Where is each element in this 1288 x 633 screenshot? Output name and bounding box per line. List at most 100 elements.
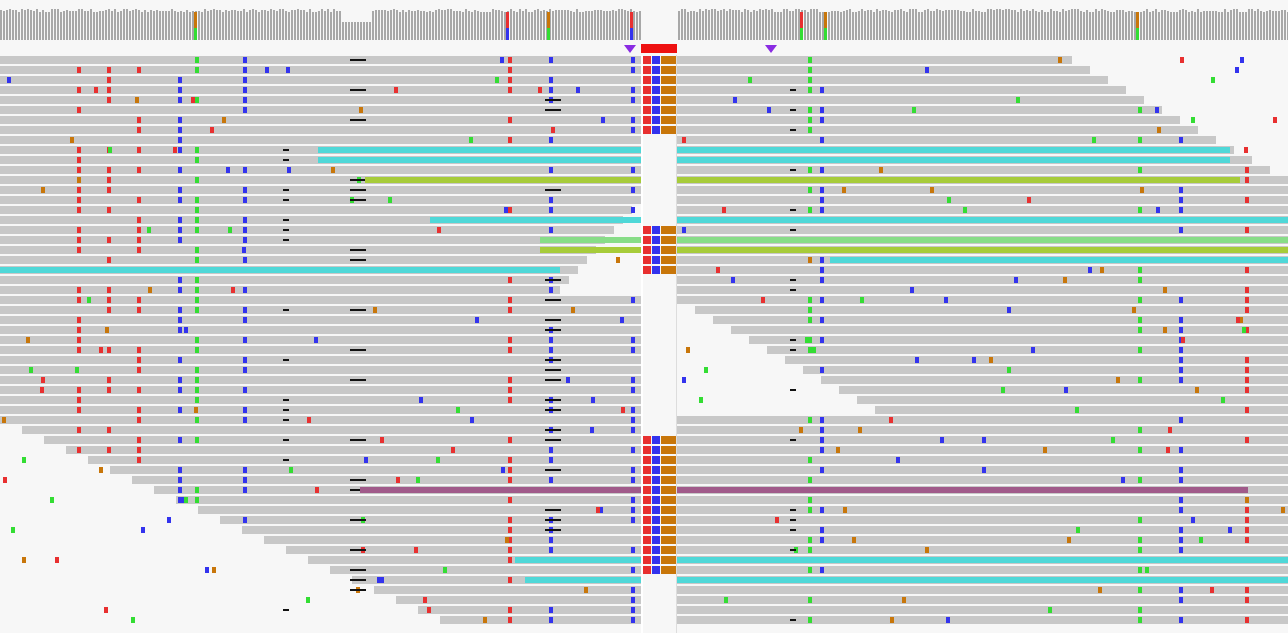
coverage-bar bbox=[564, 10, 566, 40]
coverage-bar bbox=[210, 10, 212, 40]
read bbox=[749, 336, 1288, 344]
base-mismatch bbox=[222, 117, 226, 123]
read bbox=[875, 406, 1288, 414]
coverage-bar bbox=[978, 11, 980, 40]
base-mismatch bbox=[1191, 517, 1195, 523]
coverage-bar bbox=[1002, 10, 1004, 40]
base-mismatch bbox=[77, 317, 81, 323]
coverage-bar bbox=[78, 9, 80, 40]
base-mismatch bbox=[805, 337, 809, 343]
base-mismatch bbox=[643, 56, 651, 64]
coverage-bar bbox=[9, 9, 11, 40]
base-mismatch bbox=[1239, 317, 1243, 323]
base-mismatch bbox=[808, 57, 812, 63]
base-mismatch bbox=[1138, 277, 1142, 283]
base-mismatch bbox=[243, 107, 247, 113]
coverage-bar bbox=[231, 10, 233, 40]
base-mismatch bbox=[243, 517, 247, 523]
base-mismatch bbox=[1281, 507, 1285, 513]
coverage-bar bbox=[780, 12, 782, 40]
coverage-bar bbox=[1059, 12, 1061, 40]
base-mismatch bbox=[107, 427, 111, 433]
base-mismatch bbox=[173, 147, 177, 153]
coverage-bar bbox=[504, 12, 506, 40]
base-mismatch bbox=[107, 77, 111, 83]
coverage-bar bbox=[321, 9, 323, 40]
read bbox=[677, 606, 1288, 614]
base-mismatch bbox=[661, 96, 677, 104]
alignment-track[interactable] bbox=[0, 55, 1288, 633]
base-mismatch bbox=[1245, 407, 1249, 413]
base-mismatch bbox=[178, 97, 182, 103]
paired-read bbox=[677, 577, 1288, 583]
base-mismatch bbox=[1245, 177, 1249, 183]
base-mismatch bbox=[631, 587, 635, 593]
coverage-bar bbox=[534, 10, 536, 40]
coverage-bar bbox=[297, 9, 299, 40]
base-mismatch bbox=[195, 337, 199, 343]
read bbox=[677, 526, 1288, 534]
base-mismatch bbox=[210, 127, 214, 133]
coverage-bar bbox=[1239, 12, 1241, 40]
base-mismatch bbox=[195, 307, 199, 313]
coverage-bar bbox=[528, 12, 530, 40]
base-mismatch bbox=[596, 507, 600, 513]
base-mismatch bbox=[616, 257, 620, 263]
coverage-bar bbox=[237, 11, 239, 40]
coverage-bar bbox=[1218, 12, 1220, 40]
coverage-bar bbox=[993, 10, 995, 40]
coverage-bar bbox=[339, 11, 341, 40]
base-mismatch bbox=[643, 516, 651, 524]
read bbox=[0, 126, 641, 134]
read bbox=[0, 346, 641, 354]
base-mismatch bbox=[243, 367, 247, 373]
coverage-bar bbox=[57, 9, 59, 40]
coverage-bar bbox=[291, 10, 293, 40]
base-mismatch bbox=[1245, 367, 1249, 373]
base-mismatch bbox=[107, 387, 111, 393]
read bbox=[677, 276, 1288, 284]
coverage-bar bbox=[1269, 10, 1271, 40]
coverage-track[interactable] bbox=[0, 6, 1288, 40]
coverage-bar bbox=[876, 9, 878, 40]
base-mismatch bbox=[549, 287, 553, 293]
base-mismatch bbox=[504, 207, 508, 213]
read bbox=[677, 456, 1288, 464]
coverage-bar bbox=[903, 11, 905, 40]
base-mismatch bbox=[812, 347, 816, 353]
deletion-mark bbox=[545, 409, 561, 411]
base-mismatch bbox=[1179, 357, 1183, 363]
coverage-bar bbox=[558, 10, 560, 40]
base-mismatch bbox=[243, 167, 247, 173]
insertion-marker-icon[interactable] bbox=[765, 45, 777, 53]
insertion-marker-icon[interactable] bbox=[624, 45, 636, 53]
base-mismatch bbox=[686, 347, 690, 353]
base-mismatch bbox=[643, 536, 651, 544]
coverage-bar bbox=[921, 12, 923, 40]
base-mismatch bbox=[631, 117, 635, 123]
coverage-variant-bar bbox=[547, 28, 550, 40]
coverage-bar bbox=[723, 9, 725, 40]
read bbox=[0, 116, 641, 124]
deletion-mark bbox=[790, 389, 796, 391]
coverage-bar bbox=[1248, 9, 1250, 40]
base-mismatch bbox=[571, 307, 575, 313]
base-mismatch bbox=[724, 597, 728, 603]
base-mismatch bbox=[107, 287, 111, 293]
coverage-bar bbox=[24, 10, 26, 40]
coverage-bar bbox=[864, 11, 866, 40]
coverage-bar bbox=[501, 11, 503, 40]
base-mismatch bbox=[451, 447, 455, 453]
base-mismatch bbox=[195, 387, 199, 393]
read bbox=[0, 136, 641, 144]
coverage-bar bbox=[972, 9, 974, 40]
coverage-bar bbox=[159, 11, 161, 40]
coverage-bar bbox=[753, 10, 755, 40]
base-mismatch bbox=[195, 297, 199, 303]
base-mismatch bbox=[137, 237, 141, 243]
read bbox=[677, 296, 1288, 304]
read bbox=[677, 66, 1090, 74]
base-mismatch bbox=[2, 417, 6, 423]
base-mismatch bbox=[631, 617, 635, 623]
